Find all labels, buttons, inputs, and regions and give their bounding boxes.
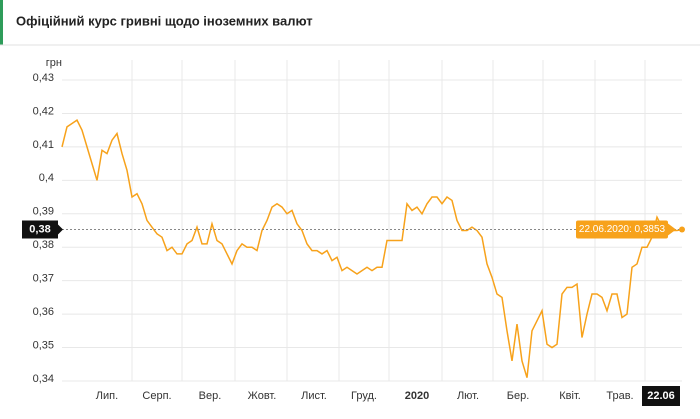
x-tick-label: Лист. (301, 390, 327, 402)
x-tick-label: Бер. (507, 390, 530, 402)
y-tick-label: 0,39 (33, 206, 54, 218)
header-accent (0, 0, 3, 45)
line-series (61, 119, 683, 378)
y-tick-label: 0,36 (33, 306, 54, 318)
chart-title: Офіційний курс гривні щодо іноземних вал… (16, 13, 313, 28)
tooltip-arrow (668, 223, 676, 236)
y-tick-label: 0,4 (39, 172, 54, 184)
date-box (642, 386, 680, 406)
header (0, 0, 700, 45)
x-tick-label: Вер. (199, 390, 222, 402)
axis-value-box (22, 220, 58, 239)
y-tick-label: 0,43 (33, 72, 54, 84)
tooltip-box (576, 220, 668, 239)
axis-value-arrow (58, 224, 63, 235)
x-tick-label: Лип. (96, 390, 118, 402)
y-tick-label: 0,35 (33, 339, 54, 351)
x-tick-label: Квіт. (559, 390, 581, 402)
date-label: 22.06 (647, 390, 675, 402)
x-tick-label: Трав. (606, 390, 633, 402)
x-tick-label: Жовт. (248, 390, 277, 402)
tooltip-text: 22.06.2020: 0,3853 (579, 224, 666, 235)
x-tick-label: Груд. (351, 390, 377, 402)
x-tick-label: Серп. (142, 390, 171, 402)
x-tick-label: 2020 (405, 390, 429, 402)
crosshair-point (679, 226, 685, 233)
y-axis-label: грн (46, 57, 62, 69)
y-tick-label: 0,42 (33, 105, 54, 117)
x-tick-label: Лют. (457, 390, 479, 402)
y-tick-label: 0,37 (33, 273, 54, 285)
y-tick-label: 0,38 (33, 239, 54, 251)
axis-value-label: 0,38 (29, 223, 50, 235)
y-tick-label: 0,34 (33, 373, 54, 385)
y-tick-label: 0,41 (33, 139, 54, 151)
